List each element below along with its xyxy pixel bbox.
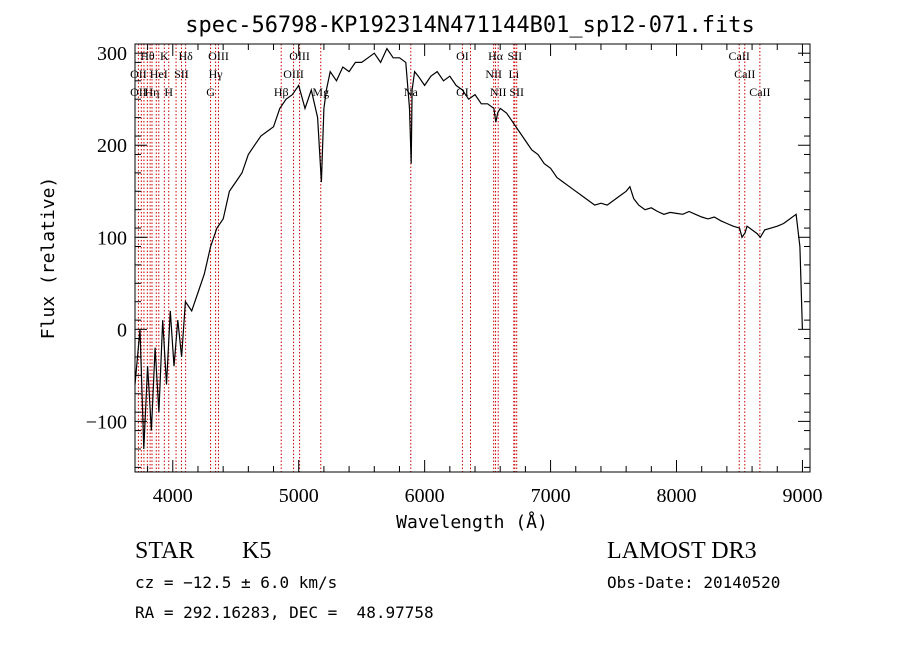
x-tick-label-0: 4000	[153, 485, 193, 507]
line-label-row3-0: OII	[130, 85, 147, 99]
line-markers	[137, 44, 761, 472]
line-label-row2-0: OII	[130, 67, 147, 81]
y-tick-label-4: 300	[97, 43, 127, 65]
y-axis-ticks: −100 0 100 200 300	[86, 43, 810, 468]
line-label-row3-3: G	[206, 85, 215, 99]
line-label-row2-2: SII	[174, 67, 189, 81]
x-tick-label-3: 7000	[531, 485, 571, 507]
line-label-row2-4: OIII	[283, 67, 304, 81]
line-label-row2-5: NII	[485, 67, 502, 81]
y-tick-label-0: −100	[86, 411, 127, 433]
x-tick-label-5: 9000	[782, 485, 822, 507]
line-label-row2-3: Hγ	[209, 67, 224, 81]
plot-frame	[134, 43, 811, 473]
line-label-row2-6: Li	[508, 67, 519, 81]
line-label-row1-3: OIII	[208, 49, 229, 63]
x-axis-ticks: 4000 5000 6000 7000 8000 9000	[147, 44, 822, 507]
spectrum-line	[134, 47, 803, 450]
object-class: STAR	[135, 538, 195, 564]
line-label-row3-4: Hβ	[274, 85, 289, 99]
x-tick-label-1: 5000	[279, 485, 319, 507]
y-tick-label-2: 100	[97, 227, 127, 249]
line-label-row3-10: CaII	[749, 85, 770, 99]
x-tick-label-2: 6000	[405, 485, 445, 507]
line-label-row2-7: CaII	[734, 67, 755, 81]
line-label-row1-6: Hα	[488, 49, 504, 63]
line-label-row3-9: SII	[509, 85, 524, 99]
line-label-row1-7: SII	[507, 49, 522, 63]
survey-name: LAMOST DR3	[607, 538, 757, 564]
y-axis-label: Flux (relative)	[38, 177, 59, 340]
line-label-row1-1: K	[160, 49, 169, 63]
line-label-row3-2: H	[164, 85, 173, 99]
line-label-row2-1: HeI	[150, 67, 168, 81]
x-tick-label-4: 8000	[657, 485, 697, 507]
line-label-row3-1: Hη	[145, 85, 160, 99]
coordinates: RA = 292.16283, DEC = 48.97758	[135, 603, 434, 622]
line-label-row1-0: Hθ	[140, 49, 155, 63]
x-axis-label: Wavelength (Å)	[396, 511, 548, 533]
y-tick-label-1: 0	[117, 319, 127, 341]
line-label-row1-4: OIII	[289, 49, 310, 63]
subclass: K5	[242, 538, 272, 564]
line-label-row3-8: NII	[490, 85, 507, 99]
line-label-row1-8: CaII	[729, 49, 750, 63]
chart-title: spec-56798-KP192314N471144B01_sp12-071.f…	[185, 13, 755, 38]
cz-value: cz = −12.5 ± 6.0 km/s	[135, 573, 338, 592]
line-label-row1-5: OI	[456, 49, 469, 63]
line-label-row3-6: Na	[404, 85, 419, 99]
line-label-row3-5: Mg	[312, 85, 329, 99]
obs-date: Obs-Date: 20140520	[607, 573, 781, 592]
y-tick-label-3: 200	[97, 135, 127, 157]
line-label-row1-2: Hδ	[178, 49, 193, 63]
